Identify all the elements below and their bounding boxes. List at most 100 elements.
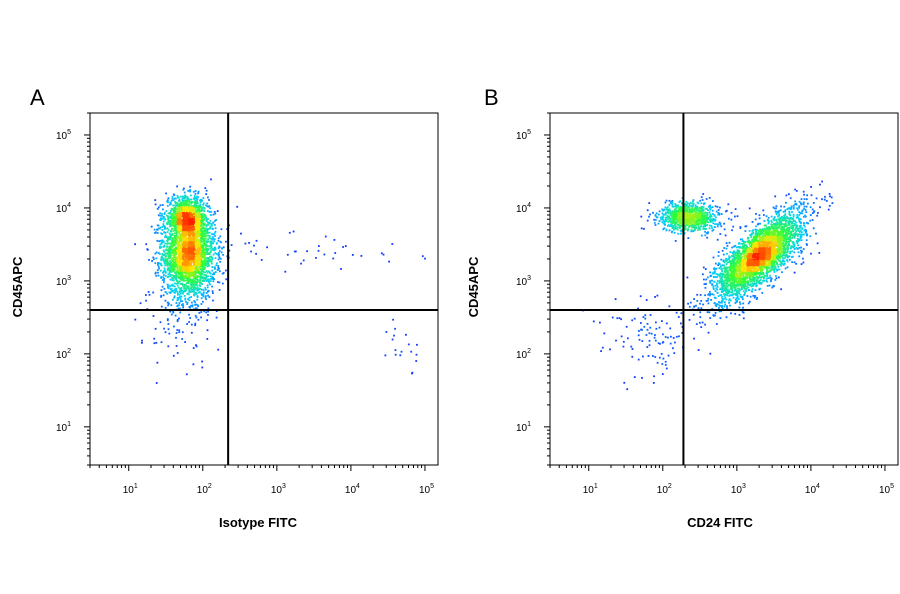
event-point <box>742 317 745 320</box>
event-point <box>718 262 720 265</box>
event-point <box>732 254 735 257</box>
event-point <box>170 224 173 227</box>
event-point <box>216 262 218 265</box>
event-point <box>188 290 191 293</box>
event-point <box>714 268 716 271</box>
event-point <box>724 260 727 262</box>
event-point <box>194 252 197 255</box>
event-point <box>731 290 734 293</box>
event-point <box>255 252 257 255</box>
event-point <box>202 243 205 245</box>
event-point <box>180 204 182 206</box>
event-point <box>770 277 773 280</box>
event-point <box>182 226 185 228</box>
event-point <box>198 254 201 257</box>
event-point <box>735 289 738 292</box>
event-point <box>744 293 746 295</box>
event-point <box>173 211 176 214</box>
event-point <box>170 313 173 316</box>
event-point <box>186 267 188 270</box>
event-point <box>802 201 805 204</box>
event-point <box>696 293 699 296</box>
event-point <box>709 282 712 284</box>
event-point <box>189 247 191 250</box>
event-point <box>714 218 716 221</box>
event-point <box>200 208 203 210</box>
event-point <box>180 262 183 265</box>
event-point <box>807 222 809 225</box>
event-point <box>640 215 643 218</box>
event-point <box>178 307 181 310</box>
event-point <box>712 287 715 289</box>
event-point <box>656 361 659 364</box>
event-point <box>173 241 176 243</box>
event-point <box>203 254 206 257</box>
event-point <box>186 277 189 279</box>
event-point <box>178 225 181 227</box>
event-point <box>727 217 730 220</box>
event-point <box>183 263 186 266</box>
event-point <box>181 275 183 277</box>
event-point <box>718 282 721 284</box>
event-point <box>173 222 176 225</box>
event-point <box>179 311 182 314</box>
event-point <box>729 251 732 253</box>
event-point <box>205 189 208 192</box>
event-point <box>179 300 182 303</box>
event-point <box>180 266 183 269</box>
event-point <box>182 303 184 305</box>
event-point <box>169 223 171 225</box>
event-point <box>214 271 217 273</box>
event-point <box>656 294 659 297</box>
event-point <box>206 329 209 332</box>
event-point <box>186 272 189 274</box>
event-point <box>708 197 711 199</box>
event-point <box>193 197 195 200</box>
event-point <box>203 207 206 210</box>
event-point <box>206 271 209 274</box>
event-point <box>692 205 695 207</box>
event-point <box>748 207 751 210</box>
event-point <box>156 224 159 227</box>
event-point <box>791 250 794 253</box>
event-point <box>771 286 774 289</box>
event-point <box>215 219 218 221</box>
event-point <box>759 228 761 231</box>
event-point <box>705 300 708 302</box>
event-point <box>213 266 216 269</box>
event-point <box>686 229 689 232</box>
event-point <box>172 229 175 232</box>
event-point <box>204 215 207 218</box>
event-point <box>803 193 805 196</box>
event-point <box>200 281 202 284</box>
event-point <box>191 304 194 307</box>
event-point <box>188 232 191 234</box>
event-point <box>192 278 195 281</box>
event-point <box>788 258 791 261</box>
event-point <box>168 248 171 251</box>
event-point <box>184 255 187 258</box>
event-point <box>181 259 184 261</box>
event-point <box>191 242 194 245</box>
event-point <box>220 247 223 250</box>
event-point <box>178 199 181 202</box>
event-point <box>185 282 188 285</box>
event-point <box>794 231 797 234</box>
event-point <box>201 246 204 249</box>
event-point <box>172 269 174 272</box>
event-point <box>805 211 808 213</box>
event-point <box>702 226 705 228</box>
event-point <box>180 210 183 212</box>
event-point <box>739 238 742 241</box>
event-point <box>185 204 188 206</box>
event-point <box>171 233 174 236</box>
event-point <box>169 211 171 214</box>
event-point <box>185 259 188 262</box>
event-point <box>803 222 806 225</box>
event-point <box>657 342 660 345</box>
event-point <box>773 207 776 210</box>
event-point <box>187 262 189 264</box>
event-point <box>186 202 189 205</box>
event-point <box>714 262 717 265</box>
